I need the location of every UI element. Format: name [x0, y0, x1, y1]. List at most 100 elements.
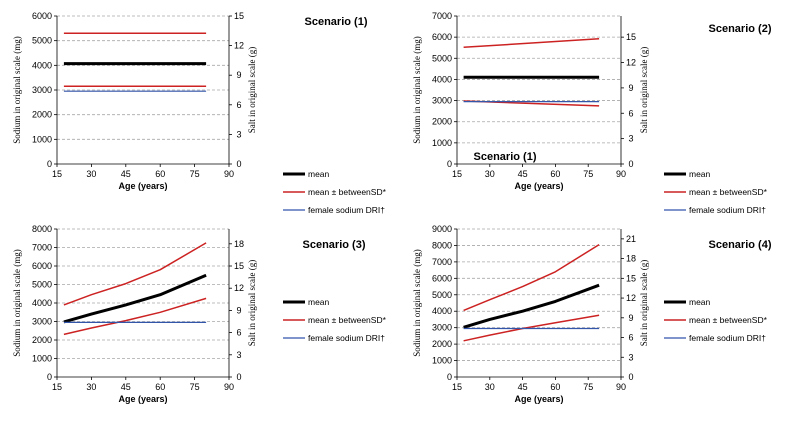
y-tick-label: 5000: [32, 280, 52, 290]
y-tick-label: 3000: [432, 323, 452, 333]
y-tick-label: 4000: [32, 298, 52, 308]
y-tick-label: 1000: [432, 138, 452, 148]
y-tick-label: 0: [47, 159, 52, 169]
x-tick-label: 15: [452, 382, 462, 392]
chart-title: Scenario (2): [709, 23, 772, 35]
y-tick-label: 1000: [32, 134, 52, 144]
x-tick-label: 60: [550, 382, 560, 392]
y-tick-label: 8000: [432, 240, 452, 250]
legend-label: female sodium DRI†: [308, 205, 385, 215]
y-axis-title-left: Sodium in original scale (mg): [12, 249, 22, 356]
y2-tick-label: 18: [626, 254, 636, 264]
y-tick-label: 5000: [32, 36, 52, 46]
x-tick-label: 90: [616, 382, 626, 392]
y-tick-label: 0: [447, 159, 452, 169]
x-tick-label: 60: [155, 169, 165, 179]
x-tick-label: 15: [52, 382, 62, 392]
y2-tick-label: 21: [626, 234, 636, 244]
x-axis-title: Age (years): [118, 394, 167, 404]
y-tick-label: 5000: [432, 53, 452, 63]
y-axis-title-left: Sodium in original scale (mg): [12, 36, 22, 143]
x-axis-title: Age (years): [514, 181, 563, 191]
chart-overlay-title: Scenario (1): [474, 151, 537, 163]
y-axis-title-right: Salt in original scale (g): [247, 47, 257, 133]
x-tick-label: 75: [190, 382, 200, 392]
y-tick-label: 4000: [432, 306, 452, 316]
y-tick-label: 2000: [32, 335, 52, 345]
series-line-mean: [63, 273, 207, 324]
x-tick-label: 75: [583, 169, 593, 179]
chart-panel-3: 0 1000 2000 3000 4000 5000 6000 7000 8000 0 3 6 9 12 1…: [12, 224, 387, 404]
y2-tick-label: 3: [628, 352, 633, 362]
y2-tick-label: 6: [628, 108, 633, 118]
y-tick-label: 7000: [32, 243, 52, 253]
y-tick-label: 3000: [32, 85, 52, 95]
y2-tick-label: 0: [236, 372, 241, 382]
x-axis-title: Age (years): [118, 181, 167, 191]
y-tick-label: 4000: [32, 60, 52, 70]
y2-tick-label: 6: [236, 100, 241, 110]
x-tick-label: 45: [518, 169, 528, 179]
x-tick-label: 45: [121, 169, 131, 179]
y2-tick-label: 12: [626, 293, 636, 303]
y2-tick-label: 3: [628, 134, 633, 144]
x-tick-label: 60: [155, 382, 165, 392]
chart-title: Scenario (4): [709, 239, 772, 251]
y2-tick-label: 6: [236, 328, 241, 338]
y-tick-label: 8000: [32, 224, 52, 234]
x-tick-label: 60: [550, 169, 560, 179]
y-tick-label: 2000: [32, 110, 52, 120]
x-tick-label: 45: [518, 382, 528, 392]
series-line-mean-betweensd-: [63, 242, 207, 306]
y-tick-label: 2000: [432, 117, 452, 127]
y2-tick-label: 9: [628, 83, 633, 93]
y-tick-label: 6000: [432, 32, 452, 42]
legend-label: female sodium DRI†: [308, 333, 385, 343]
x-tick-label: 30: [86, 169, 96, 179]
y2-tick-label: 15: [234, 11, 244, 21]
y-tick-label: 3000: [432, 96, 452, 106]
y2-tick-label: 0: [628, 159, 633, 169]
y-tick-label: 7000: [432, 11, 452, 21]
y2-tick-label: 9: [628, 313, 633, 323]
y-tick-label: 5000: [432, 290, 452, 300]
x-tick-label: 75: [190, 169, 200, 179]
y2-tick-label: 15: [234, 261, 244, 271]
chart-title: Scenario (3): [303, 239, 366, 251]
x-tick-label: 90: [224, 169, 234, 179]
y2-tick-label: 15: [626, 273, 636, 283]
y-tick-label: 7000: [432, 257, 452, 267]
y-tick-label: 0: [47, 372, 52, 382]
chart-title: Scenario (1): [305, 16, 368, 28]
y2-tick-label: 0: [628, 372, 633, 382]
y2-tick-label: 12: [234, 283, 244, 293]
y-tick-label: 6000: [32, 261, 52, 271]
series-line-mean-betweensd-: [463, 243, 600, 312]
x-tick-label: 15: [452, 169, 462, 179]
y-axis-title-left: Sodium in original scale (mg): [412, 249, 422, 356]
x-tick-label: 90: [224, 382, 234, 392]
series-line-mean-betweensd-: [463, 38, 600, 49]
chart-panel-2: 0 1000 2000 3000 4000 5000 6000 7000 0 3 6 9 12 15 15 3…: [412, 11, 772, 215]
y2-tick-label: 15: [626, 32, 636, 42]
y-tick-label: 6000: [32, 11, 52, 21]
y-tick-label: 1000: [432, 356, 452, 366]
y-tick-label: 1000: [32, 354, 52, 364]
series-line-lower-sd: [63, 297, 207, 336]
y-tick-label: 3000: [32, 317, 52, 327]
y2-tick-label: 12: [234, 41, 244, 51]
y2-tick-label: 3: [236, 350, 241, 360]
legend-label: mean ± betweenSD*: [689, 187, 768, 197]
x-tick-label: 15: [52, 169, 62, 179]
legend-label: female sodium DRI†: [689, 205, 766, 215]
y2-tick-label: 9: [236, 70, 241, 80]
y2-tick-label: 6: [628, 333, 633, 343]
legend-label: mean: [689, 297, 711, 307]
legend-label: mean: [308, 297, 330, 307]
chart-panel-1: 0 1000 2000 3000 4000 5000 6000 0 3 6 9 12 15 15 30 45 6…: [12, 11, 387, 215]
series-line-mean: [463, 283, 600, 329]
y2-tick-label: 3: [236, 129, 241, 139]
y-tick-label: 2000: [432, 339, 452, 349]
legend-label: mean ± betweenSD*: [308, 187, 387, 197]
